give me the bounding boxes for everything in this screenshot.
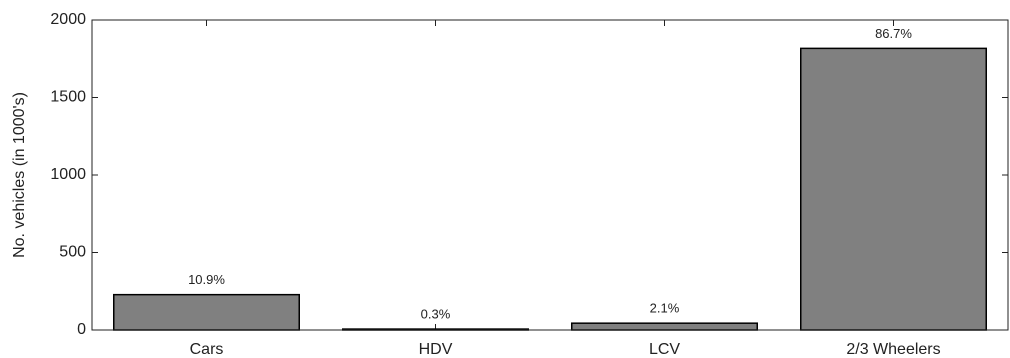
y-tick-label: 1000 bbox=[50, 166, 86, 183]
x-tick-label: 2/3 Wheelers bbox=[846, 341, 940, 358]
y-tick-label: 1500 bbox=[50, 89, 86, 106]
bar-label: 10.9% bbox=[188, 272, 225, 287]
bar-label: 2.1% bbox=[650, 301, 680, 316]
bar bbox=[113, 293, 300, 331]
y-tick-label: 2000 bbox=[50, 11, 86, 28]
x-tick-label: LCV bbox=[649, 341, 680, 358]
bar-label: 0.3% bbox=[421, 307, 451, 322]
bar bbox=[571, 322, 758, 331]
y-tick-label: 0 bbox=[77, 321, 86, 338]
y-tick-label: 500 bbox=[59, 244, 86, 261]
x-tick-label: Cars bbox=[190, 341, 224, 358]
x-tick-label: HDV bbox=[419, 341, 453, 358]
bar-label: 86.7% bbox=[875, 26, 912, 41]
plot-frame bbox=[91, 19, 1009, 331]
bar bbox=[800, 47, 987, 331]
y-axis-label: No. vehicles (in 1000's) bbox=[11, 92, 28, 258]
